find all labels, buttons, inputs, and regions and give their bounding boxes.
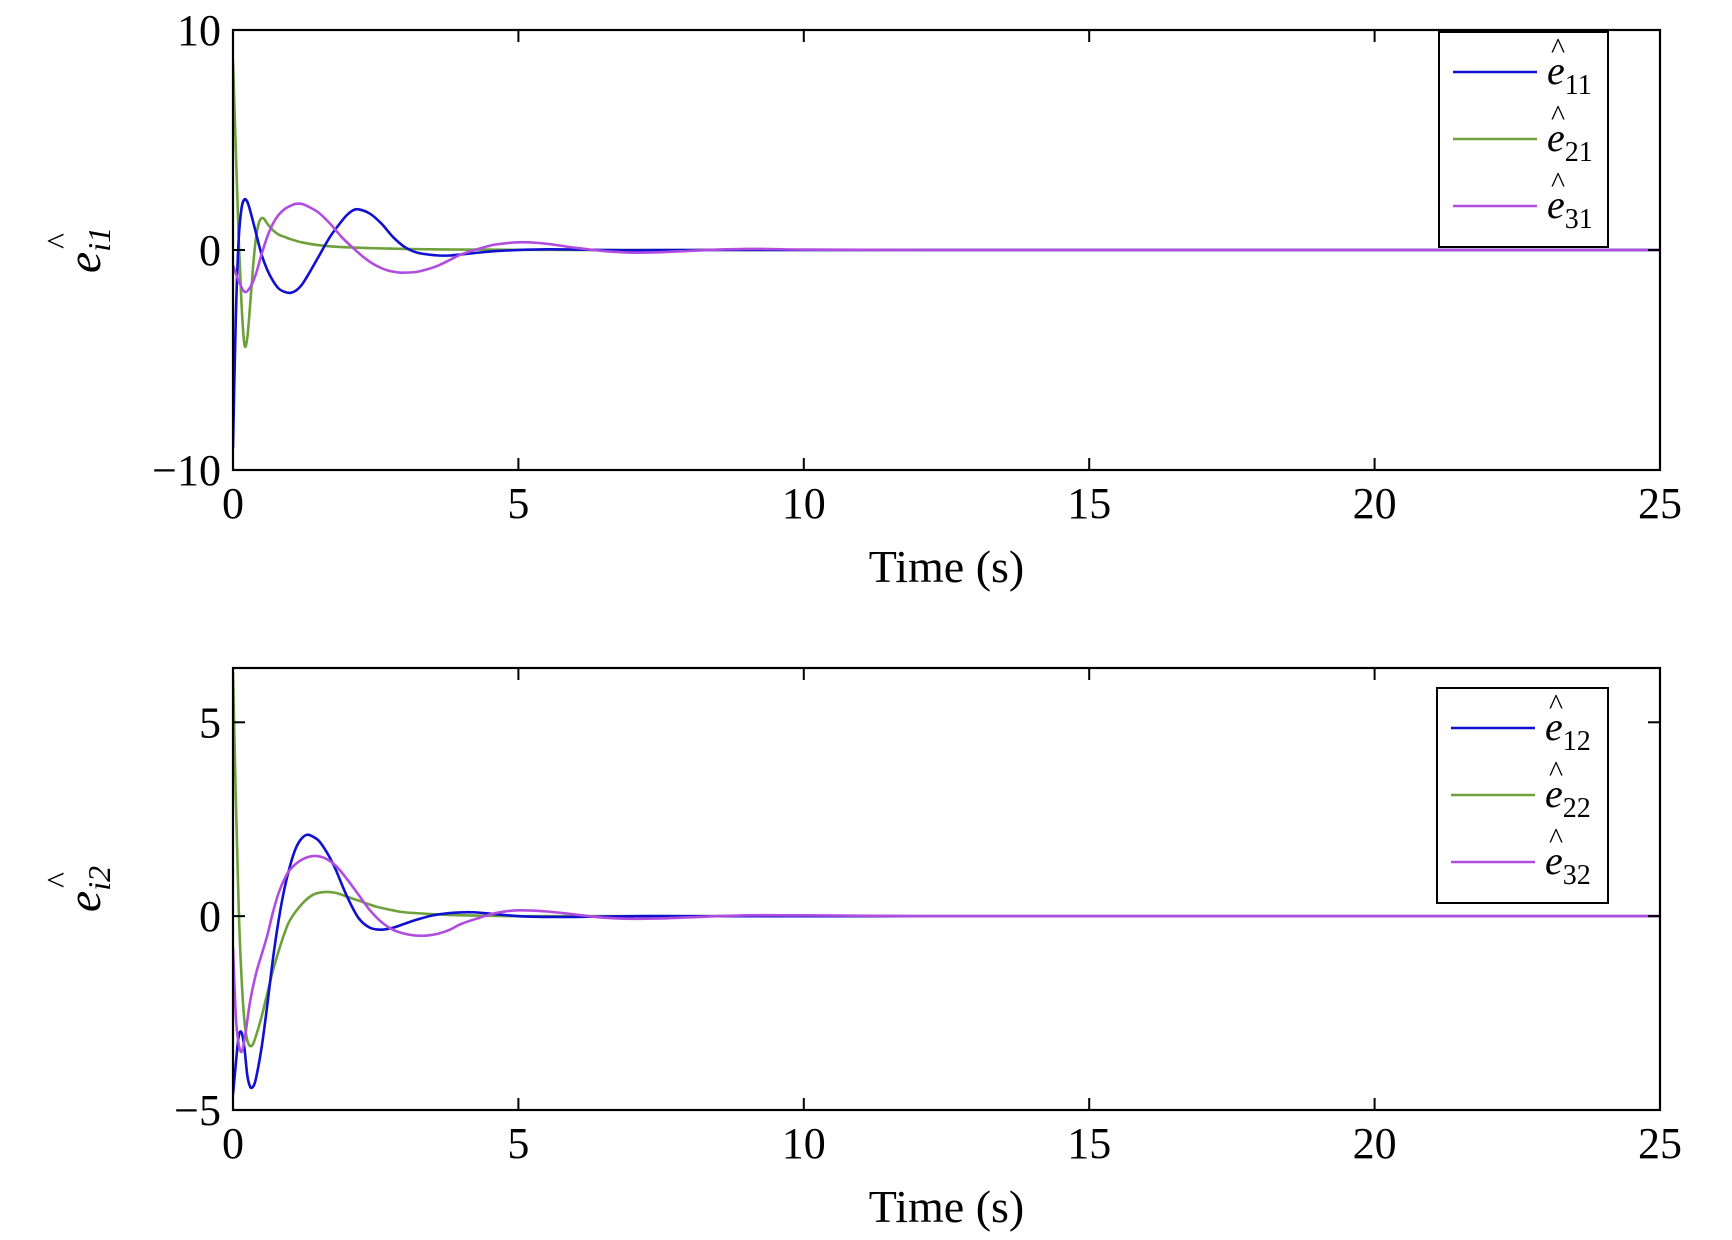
x-axis-title-bottom: Time (s) (869, 1181, 1025, 1232)
legend-entry: e31^ (1453, 166, 1593, 235)
x-tick-label-top: 10 (782, 479, 826, 528)
legend-label-sub: 12 (1563, 726, 1591, 757)
y-tick-label-bottom: 0 (199, 892, 221, 941)
legend-label-base: e (1545, 771, 1563, 816)
y-tick-label-bottom: 5 (199, 698, 221, 747)
legend-label-sub: 32 (1563, 860, 1591, 891)
legend-label: e31 (1547, 182, 1593, 235)
x-tick-label-top: 15 (1067, 479, 1111, 528)
legend-label-hat: ^ (1551, 99, 1565, 132)
legend-top: e11^e21^e31^ (1438, 31, 1609, 248)
y-axis-title-top: ei1 (58, 227, 117, 273)
legend-label-sub: 22 (1563, 793, 1591, 824)
legend-bottom: e12^e22^e32^ (1436, 687, 1609, 904)
ticks-bottom: 0 5 10 15 20 25−505 (174, 668, 1682, 1168)
plot-lines-bottom (233, 671, 1660, 1095)
chart-bottom: 0 5 10 15 20 25−505 Time (s) ei2 ^ e12^e22^e3… (41, 666, 1682, 1232)
legend-label-base: e (1545, 704, 1563, 749)
legend-entry: e22^ (1451, 755, 1591, 824)
y-axis-title-base-top: e (58, 252, 111, 273)
legend-label: e12 (1545, 704, 1591, 757)
y-tick-label-top: −10 (152, 446, 221, 495)
legend-label-sub: 31 (1565, 204, 1593, 235)
legend-label: e32 (1545, 838, 1591, 891)
x-axis-title-top: Time (s) (869, 541, 1025, 592)
legend-label-hat: ^ (1551, 32, 1565, 65)
y-axis-title-sub-top: i1 (81, 227, 117, 252)
x-tick-label-bottom: 20 (1353, 1119, 1397, 1168)
y-tick-label-top: 0 (199, 226, 221, 275)
legend-label-base: e (1547, 48, 1565, 93)
x-tick-label-top: 20 (1353, 479, 1397, 528)
y-axis-title-hat-top: ^ (41, 233, 78, 249)
legend-label-base: e (1547, 115, 1565, 160)
legend-label: e11 (1547, 48, 1592, 101)
x-tick-label-bottom: 15 (1067, 1119, 1111, 1168)
legend-label-sub: 11 (1565, 70, 1592, 101)
x-tick-label-bottom: 5 (507, 1119, 529, 1168)
axes-frame-bottom (231, 666, 1662, 1112)
plot-lines-top (233, 60, 1660, 449)
legend-entry: e32^ (1451, 822, 1591, 891)
legend-label-base: e (1547, 182, 1565, 227)
y-axis-title-hat-bottom: ^ (41, 872, 78, 888)
x-tick-label-top: 25 (1638, 479, 1682, 528)
x-tick-label-top: 0 (222, 479, 244, 528)
x-tick-label-bottom: 25 (1638, 1119, 1682, 1168)
legend-label-hat: ^ (1549, 822, 1563, 855)
series-line-12 (233, 833, 1660, 1095)
legend-entry: e12^ (1451, 688, 1591, 757)
legend-label-hat: ^ (1549, 688, 1563, 721)
legend-label: e21 (1547, 115, 1593, 168)
x-tick-label-bottom: 10 (782, 1119, 826, 1168)
legend-entry: e11^ (1453, 32, 1592, 101)
legend-label-base: e (1545, 838, 1563, 883)
series-line-31 (233, 202, 1660, 294)
legend-label-sub: 21 (1565, 137, 1593, 168)
y-tick-label-top: 10 (177, 6, 221, 55)
y-axis-title-bottom: ei2 (58, 866, 117, 912)
legend-label-hat: ^ (1549, 755, 1563, 788)
legend-entry: e21^ (1453, 99, 1593, 168)
y-tick-label-bottom: −5 (174, 1086, 221, 1135)
x-tick-label-bottom: 0 (222, 1119, 244, 1168)
x-tick-label-top: 5 (507, 479, 529, 528)
y-axis-title-sub-bottom: i2 (81, 866, 117, 891)
legend-label: e22 (1545, 771, 1591, 824)
y-axis-title-base-bottom: e (58, 891, 111, 912)
series-line-32 (233, 854, 1660, 1054)
legend-label-hat: ^ (1551, 166, 1565, 199)
